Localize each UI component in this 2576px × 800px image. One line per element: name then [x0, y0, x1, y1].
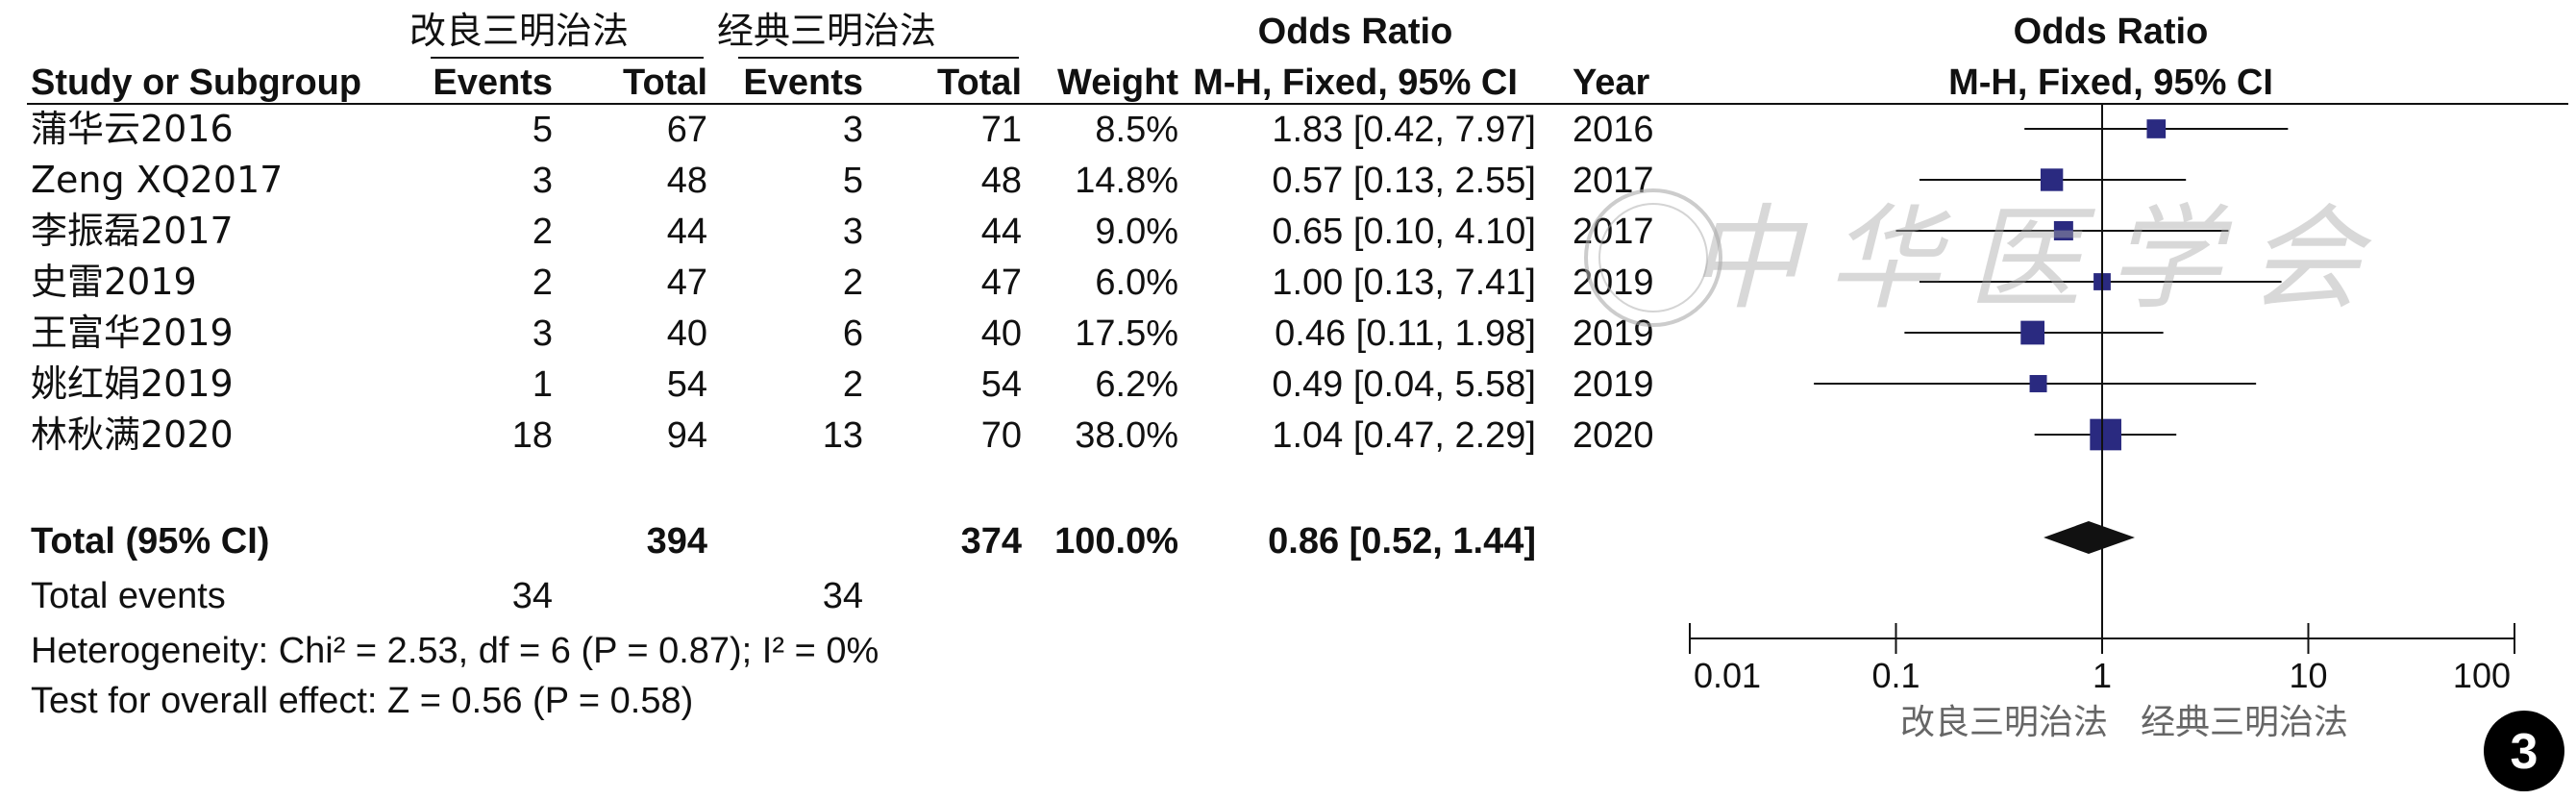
study-name: 姚红娟2019: [31, 362, 234, 405]
study-year: 2017: [1573, 212, 1654, 252]
experimental-total: 94: [667, 415, 707, 456]
control-events: 5: [843, 161, 863, 201]
study-weight: 38.0%: [1075, 415, 1178, 456]
control-total: 70: [981, 415, 1022, 456]
study-ci: 1.04 [0.47, 2.29]: [1272, 415, 1536, 456]
control-events: 2: [843, 364, 863, 405]
control-events: 3: [843, 110, 863, 150]
overall-effect-text: Test for overall effect: Z = 0.56 (P = 0…: [31, 681, 693, 721]
experimental-total: 48: [667, 161, 707, 201]
x-tick-label: 0.1: [1871, 656, 1920, 695]
total-ci: 0.86 [0.52, 1.44]: [1268, 521, 1536, 562]
weight-header: Weight: [1057, 62, 1178, 103]
study-ci: 1.83 [0.42, 7.97]: [1272, 110, 1536, 150]
control-total: 48: [981, 161, 1022, 201]
experimental-total: 54: [667, 364, 707, 405]
study-ci: 0.57 [0.13, 2.55]: [1272, 161, 1536, 201]
control-events-header: Events: [743, 62, 863, 103]
study-weight: 6.0%: [1095, 262, 1178, 303]
study-year: 2019: [1573, 313, 1654, 354]
study-name: 林秋满2020: [31, 413, 234, 456]
total-label: Total (95% CI): [31, 521, 269, 562]
control-total: 40: [981, 313, 1022, 354]
experimental-total-header: Total: [623, 62, 707, 103]
study-marker: [2146, 119, 2167, 138]
experimental-total: 40: [667, 313, 707, 354]
experimental-events: 18: [512, 415, 553, 456]
experimental-events: 5: [533, 110, 553, 150]
study-year: 2019: [1573, 364, 1654, 405]
control-events: 6: [843, 313, 863, 354]
favours-experimental-label: 改良三明治法: [1900, 703, 2108, 742]
study-year: 2019: [1573, 262, 1654, 303]
experimental-total: 47: [667, 262, 707, 303]
study-name: Zeng XQ2017: [31, 159, 283, 201]
x-tick-label: 1: [2093, 656, 2112, 695]
heterogeneity-text: Heterogeneity: Chi² = 2.53, df = 6 (P = …: [31, 631, 879, 671]
total-weight: 100.0%: [1054, 521, 1178, 562]
total-experimental: 394: [647, 521, 707, 562]
experimental-events-header: Events: [433, 62, 553, 103]
control-total: 47: [981, 262, 1022, 303]
control-total-header: Total: [937, 62, 1022, 103]
study-marker: [2040, 168, 2064, 191]
study-name: 蒲华云2016: [31, 108, 234, 150]
total-control: 374: [961, 521, 1022, 562]
plot-title: Odds Ratio: [2014, 12, 2209, 52]
study-marker: [2029, 375, 2047, 392]
favours-control-label: 经典三明治法: [2141, 703, 2348, 742]
figure-number-badge: [2484, 711, 2564, 791]
experimental-total: 67: [667, 110, 707, 150]
experimental-total: 44: [667, 212, 707, 252]
watermark-seal-inner-icon: [1598, 203, 1708, 312]
study-weight: 14.8%: [1075, 161, 1178, 201]
watermark-text: 中华医学会: [1687, 192, 2389, 325]
study-name: 王富华2019: [31, 312, 234, 354]
total-events-control: 34: [823, 576, 863, 616]
x-tick-label: 10: [2289, 656, 2327, 695]
study-column-header: Study or Subgroup: [31, 62, 361, 103]
experimental-events: 1: [533, 364, 553, 405]
study-weight: 17.5%: [1075, 313, 1178, 354]
x-tick-label: 100: [2453, 656, 2511, 695]
study-marker: [2053, 221, 2073, 240]
odds-ratio-header: Odds Ratio: [1258, 12, 1453, 52]
study-weight: 8.5%: [1095, 110, 1178, 150]
study-marker: [2090, 418, 2121, 451]
experimental-events: 2: [533, 212, 553, 252]
total-events-experimental: 34: [512, 576, 553, 616]
control-events: 13: [823, 415, 863, 456]
study-ci: 0.65 [0.10, 4.10]: [1272, 212, 1536, 252]
x-tick-label: 0.01: [1694, 656, 1761, 695]
experimental-events: 2: [533, 262, 553, 303]
control-events: 3: [843, 212, 863, 252]
experimental-events: 3: [533, 161, 553, 201]
study-year: 2017: [1573, 161, 1654, 201]
figure-number: 3: [2511, 724, 2539, 780]
study-marker: [2020, 320, 2045, 345]
year-column-header: Year: [1573, 62, 1650, 103]
watermark-seal-icon: [1584, 188, 1722, 327]
total-events-label: Total events: [31, 576, 226, 616]
control-total: 71: [981, 110, 1022, 150]
experimental-group-header: 改良三明治法: [409, 10, 629, 52]
pooled-diamond: [2043, 521, 2135, 554]
study-name: 史雷2019: [31, 261, 197, 303]
control-group-header: 经典三明治法: [717, 10, 936, 52]
control-events: 2: [843, 262, 863, 303]
study-ci: 0.46 [0.11, 1.98]: [1275, 313, 1536, 354]
study-name: 李振磊2017: [31, 210, 234, 252]
study-year: 2016: [1573, 110, 1654, 150]
study-weight: 6.2%: [1095, 364, 1178, 405]
study-ci: 1.00 [0.13, 7.41]: [1272, 262, 1536, 303]
study-ci: 0.49 [0.04, 5.58]: [1272, 364, 1536, 405]
plot-subtitle: M-H, Fixed, 95% CI: [1948, 62, 2273, 103]
study-weight: 9.0%: [1095, 212, 1178, 252]
control-total: 54: [981, 364, 1022, 405]
control-total: 44: [981, 212, 1022, 252]
ci-column-header: M-H, Fixed, 95% CI: [1193, 62, 1518, 103]
experimental-events: 3: [533, 313, 553, 354]
study-year: 2020: [1573, 415, 1654, 456]
